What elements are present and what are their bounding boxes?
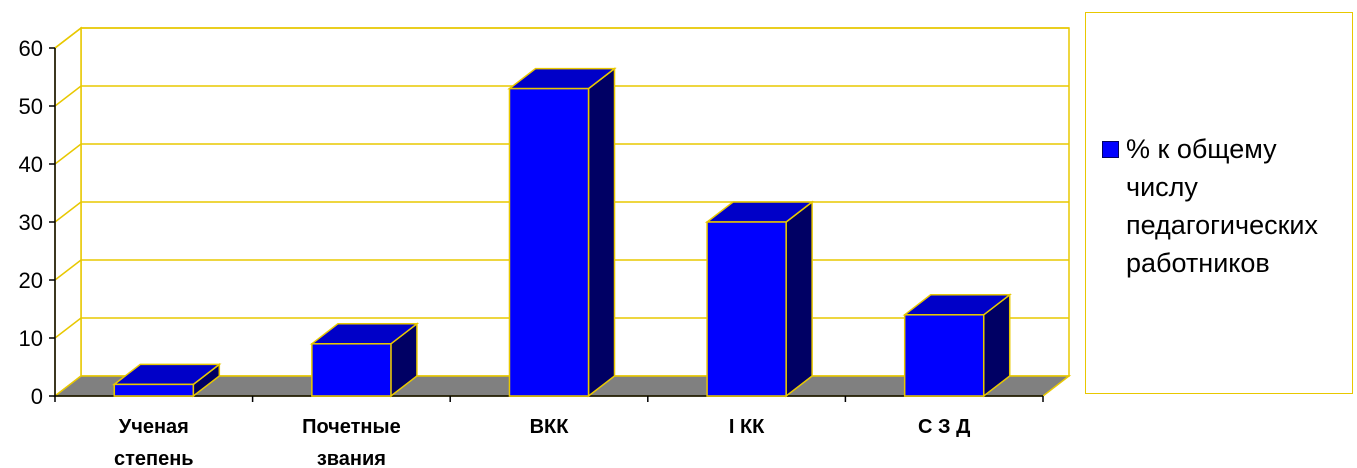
y-tick-label: 0: [31, 384, 43, 409]
legend: % к общему числу педагогических работник…: [1085, 12, 1353, 394]
gridline: [54, 143, 1069, 165]
bar: [508, 87, 590, 397]
bar-chart: 0 10 20 30 40 50 60 Ученая степень Почетные звани…: [19, 26, 1072, 468]
y-tick-label: 50: [19, 94, 43, 119]
y-tick-label: 10: [19, 326, 43, 351]
x-tick-label: ВКК: [530, 416, 570, 438]
x-tick-label: I КК: [729, 416, 765, 438]
legend-label: % к общему числу педагогических работник…: [1126, 134, 1318, 278]
gridline: [54, 85, 1069, 107]
bar-side: [785, 200, 813, 398]
y-tick-label: 30: [19, 210, 43, 235]
x-tick-label: С З Д: [918, 416, 970, 438]
y-tick-label: 60: [19, 36, 43, 61]
y-tick-labels: 0 10 20 30 40 50 60: [19, 36, 43, 409]
legend-key-swatch: [1102, 141, 1119, 158]
y-tick-label: 40: [19, 152, 43, 177]
x-tick-label: Ученая степень: [114, 416, 194, 468]
bar: [113, 383, 195, 397]
x-tick-label: Почетные звания: [302, 416, 401, 468]
x-tick-labels: Ученая степень Почетные звания ВКК I КК С З Д: [114, 416, 970, 468]
bars: [112, 67, 1012, 398]
bar: [903, 314, 985, 397]
gridline: [54, 27, 1069, 49]
bar: [311, 343, 392, 397]
bar-side: [587, 67, 616, 398]
bar: [706, 221, 787, 397]
y-tick-label: 20: [19, 268, 43, 293]
